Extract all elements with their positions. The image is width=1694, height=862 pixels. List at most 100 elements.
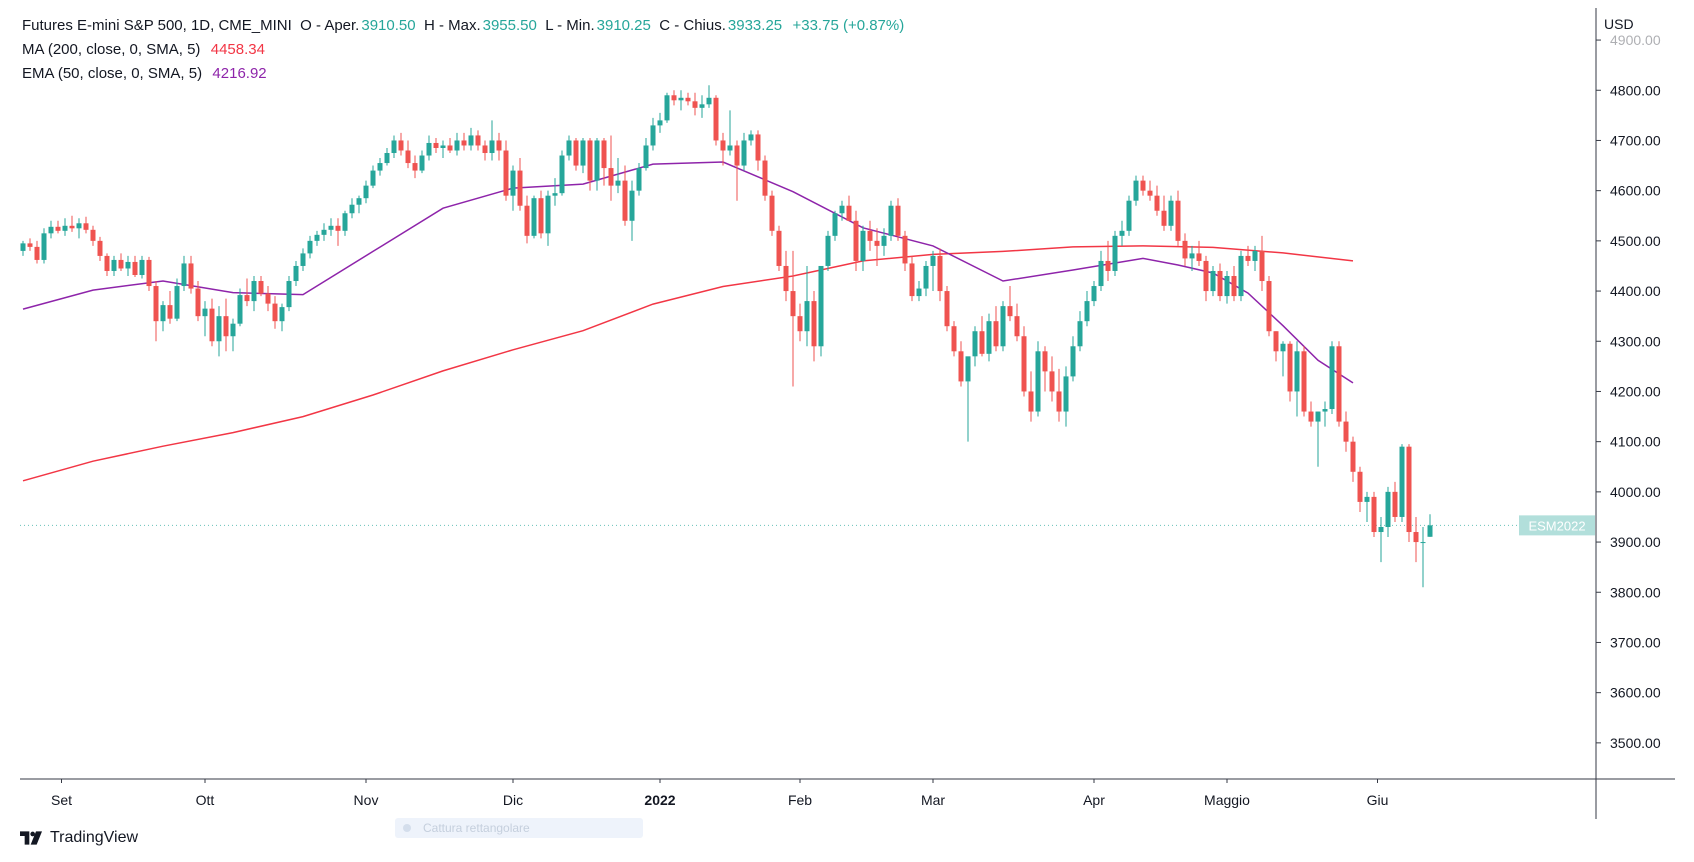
candle-157	[1119, 220, 1125, 246]
candle-body-93	[671, 95, 677, 101]
candle-73	[531, 195, 537, 239]
candle-121	[867, 220, 873, 251]
candle-body-84	[608, 168, 614, 186]
candle-body-166	[1182, 240, 1188, 259]
candle-body-182	[1294, 351, 1300, 392]
candle-57	[419, 150, 425, 174]
candle-body-128	[916, 288, 922, 297]
y-tick-label-3900: 3900.00	[1610, 534, 1661, 550]
candle-body-0	[20, 243, 26, 251]
candle-body-24	[188, 263, 194, 289]
candle-body-191	[1357, 471, 1363, 502]
candle-18	[146, 256, 152, 292]
candle-body-114	[818, 265, 824, 347]
candle-body-50	[370, 170, 376, 186]
candle-body-35	[265, 293, 271, 304]
candle-39	[293, 260, 299, 287]
candle-body-113	[811, 301, 817, 347]
candle-body-5	[55, 226, 61, 231]
candle-body-72	[524, 205, 530, 236]
candle-5	[55, 220, 61, 234]
candle-body-9	[83, 223, 89, 230]
candle-body-53	[391, 140, 397, 154]
candle-124	[888, 200, 894, 241]
candle-80	[580, 137, 586, 174]
candle-body-187	[1329, 346, 1335, 410]
candle-body-148	[1056, 391, 1062, 412]
candle-86	[622, 165, 628, 226]
candle-body-134	[958, 351, 964, 382]
candle-body-81	[587, 140, 593, 181]
candle-body-162	[1154, 195, 1160, 211]
candle-129	[923, 260, 929, 297]
candle-115	[825, 230, 831, 271]
candle-59	[433, 137, 439, 154]
candle-body-174	[1238, 255, 1244, 297]
ema-legend-row[interactable]: EMA (50, close, 0, SMA, 5) 4216.92	[22, 62, 904, 86]
y-tick-label-3800: 3800.00	[1610, 584, 1661, 600]
candle-140	[1000, 301, 1006, 352]
candle-body-100	[720, 140, 726, 151]
candle-156	[1112, 230, 1118, 276]
candle-body-87	[629, 190, 635, 221]
candle-body-130	[930, 255, 936, 266]
candle-body-101	[727, 145, 733, 151]
candle-195	[1385, 486, 1391, 538]
candle-35	[265, 286, 271, 312]
ohlc-row: Futures E-mini S&P 500, 1D, CME_MINI O -…	[22, 14, 904, 38]
ma200-line	[22, 245, 1354, 482]
candle-71	[517, 158, 523, 211]
candle-body-137	[979, 331, 985, 354]
candle-14	[118, 253, 124, 271]
candle-107	[769, 190, 775, 236]
candle-body-99	[713, 97, 719, 141]
candle-113	[811, 291, 817, 362]
candle-42	[314, 230, 320, 246]
candle-99	[713, 95, 719, 146]
candle-194	[1378, 516, 1384, 563]
tradingview-logo[interactable]: TradingView	[20, 829, 138, 847]
candle-body-49	[363, 185, 369, 199]
time-axis[interactable]: Set Ott Nov Dic 2022 Feb Mar Apr Maggio Giu	[51, 779, 1388, 808]
candle-196	[1392, 481, 1398, 522]
candle-body-189	[1343, 421, 1349, 442]
candle-6	[62, 218, 68, 236]
candle-15	[125, 255, 131, 276]
ma-legend-row[interactable]: MA (200, close, 0, SMA, 5) 4458.34	[22, 38, 904, 62]
candle-body-200	[1420, 542, 1426, 544]
candle-63	[461, 132, 467, 151]
candle-body-156	[1112, 235, 1118, 271]
candle-body-4	[48, 226, 54, 234]
candle-27	[209, 298, 215, 347]
close-label: C - Chius.	[659, 17, 726, 34]
candle-188	[1336, 341, 1342, 427]
candle-body-119	[853, 220, 859, 261]
candle-21	[167, 291, 173, 324]
y-tick-label-4500: 4500.00	[1610, 233, 1661, 249]
candle-182	[1294, 341, 1300, 417]
candle-body-97	[699, 104, 705, 108]
candle-body-2	[34, 246, 40, 260]
candle-body-46	[342, 213, 348, 231]
candle-body-121	[867, 230, 873, 241]
symbol-label[interactable]: Futures E-mini S&P 500, 1D, CME_MINI	[22, 17, 292, 34]
candle-body-116	[832, 213, 838, 236]
candle-19	[153, 281, 159, 342]
high-label: H - Max.	[423, 17, 481, 34]
candle-body-54	[398, 140, 404, 151]
candle-29	[223, 298, 229, 352]
candle-body-52	[384, 153, 390, 164]
price-axis[interactable]: 3500.00 3600.00 3700.00 3800.00 3900.00 4000.…	[1596, 32, 1661, 751]
candle-body-146	[1042, 351, 1048, 372]
candle-187	[1329, 341, 1335, 415]
candle-179	[1273, 331, 1279, 362]
candle-30	[230, 318, 236, 352]
candle-body-201	[1427, 525, 1433, 537]
candle-126	[902, 230, 908, 271]
candle-7	[69, 215, 75, 232]
candle-body-145	[1035, 351, 1041, 412]
candle-165	[1175, 190, 1181, 246]
candle-body-118	[846, 205, 852, 221]
candle-69	[503, 140, 509, 201]
